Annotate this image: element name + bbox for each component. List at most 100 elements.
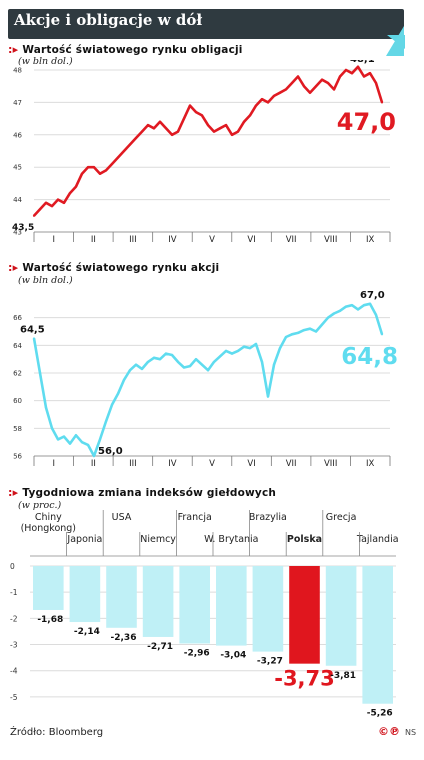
data-point bbox=[230, 352, 234, 355]
data-point bbox=[122, 378, 126, 382]
bar bbox=[362, 566, 393, 704]
data-point bbox=[152, 356, 156, 359]
bar bbox=[142, 566, 174, 637]
data-point bbox=[326, 316, 330, 319]
data-point bbox=[176, 360, 180, 364]
data-point bbox=[140, 367, 144, 370]
bar-value-label: -2,71 bbox=[147, 642, 173, 652]
data-point bbox=[296, 75, 300, 78]
x-tick-label: IV bbox=[168, 459, 177, 469]
peak-value-label: 48,1 bbox=[350, 60, 375, 65]
data-point bbox=[182, 366, 186, 369]
y-tick-label: -4 bbox=[10, 667, 18, 676]
bonds-section-title: :▸ Wartość światowego rynku obligacji bbox=[8, 43, 243, 56]
data-point bbox=[206, 369, 210, 372]
weekly-title: Tygodniowa zmiana indeksów giełdowych bbox=[22, 487, 277, 499]
data-point bbox=[146, 360, 150, 364]
bar-value-label: -3,81 bbox=[330, 671, 356, 681]
stocks-unit: (w bln dol.) bbox=[18, 275, 73, 286]
data-point bbox=[374, 313, 378, 316]
data-point bbox=[128, 143, 132, 146]
y-tick-label: 46 bbox=[13, 131, 22, 139]
data-point bbox=[158, 120, 162, 123]
stocks-title: Wartość światowego rynku akcji bbox=[22, 262, 220, 274]
data-point bbox=[104, 420, 108, 423]
author-initials: NS bbox=[405, 728, 417, 737]
weekly-section-title: :▸ Tygodniowa zmiana indeksów giełdowych bbox=[8, 486, 276, 499]
data-point bbox=[380, 333, 384, 336]
y-tick-label: -2 bbox=[10, 614, 18, 623]
source-note: Źródło: Bloomberg bbox=[10, 727, 104, 738]
x-tick-label: II bbox=[91, 235, 96, 245]
data-point bbox=[218, 355, 222, 358]
data-point bbox=[314, 330, 318, 333]
data-point bbox=[374, 81, 378, 85]
y-tick-label: 47 bbox=[13, 99, 22, 107]
bar bbox=[106, 566, 137, 628]
bar-value-label: -2,96 bbox=[184, 648, 210, 658]
data-point bbox=[140, 130, 144, 133]
data-point bbox=[86, 166, 90, 169]
category-label: Grecja bbox=[326, 512, 357, 523]
data-point bbox=[308, 91, 312, 94]
bar-value-label: -3,73 bbox=[274, 667, 335, 691]
data-point bbox=[350, 304, 354, 307]
bar bbox=[33, 566, 64, 610]
data-point bbox=[260, 98, 264, 101]
data-point bbox=[284, 335, 288, 339]
data-point bbox=[62, 201, 66, 204]
data-point bbox=[380, 101, 384, 104]
data-point bbox=[224, 349, 228, 352]
data-point bbox=[278, 347, 282, 350]
data-point bbox=[284, 88, 288, 91]
data-point bbox=[158, 358, 162, 361]
data-point bbox=[302, 329, 306, 332]
data-point bbox=[194, 111, 198, 114]
category-label: Niemcy bbox=[140, 534, 176, 545]
bar bbox=[69, 566, 101, 623]
y-tick-label: 58 bbox=[13, 425, 22, 433]
data-point bbox=[362, 304, 366, 307]
data-point bbox=[38, 208, 42, 211]
last-value-label: 47,0 bbox=[337, 108, 396, 136]
data-point bbox=[80, 172, 84, 175]
data-point bbox=[194, 358, 198, 361]
x-tick-label: IX bbox=[366, 459, 375, 469]
data-point bbox=[200, 363, 204, 366]
y-tick-label: 0 bbox=[10, 562, 15, 571]
last-value-label: 64,8 bbox=[341, 344, 398, 370]
page-title: Akcje i obligacje w dół bbox=[14, 11, 203, 29]
data-point bbox=[254, 104, 258, 107]
bonds-chart: 434445464748IIIIIIIVVVIVIIVIIIIX43,548,1… bbox=[12, 60, 396, 245]
data-point bbox=[104, 169, 108, 172]
x-tick-label: VIII bbox=[324, 235, 337, 245]
x-tick-label: VI bbox=[247, 459, 255, 469]
data-point bbox=[68, 442, 72, 445]
data-point bbox=[344, 305, 348, 308]
data-point bbox=[50, 427, 54, 430]
data-point bbox=[92, 166, 96, 169]
stocks-section-title: :▸ Wartość światowego rynku akcji bbox=[8, 261, 219, 274]
data-point bbox=[302, 85, 306, 88]
bar bbox=[179, 566, 210, 644]
data-point bbox=[200, 114, 204, 117]
y-tick-label: 44 bbox=[13, 196, 22, 204]
y-tick-label: -3 bbox=[10, 641, 18, 650]
data-point bbox=[224, 123, 228, 127]
bar bbox=[325, 566, 357, 666]
data-point bbox=[218, 127, 222, 130]
category-label: Francja bbox=[178, 512, 212, 523]
data-line bbox=[32, 302, 384, 458]
y-tick-label: -5 bbox=[10, 693, 18, 702]
data-point bbox=[248, 347, 252, 350]
bar bbox=[289, 566, 320, 664]
y-tick-label: 56 bbox=[13, 453, 22, 461]
data-point bbox=[296, 331, 300, 334]
data-point bbox=[320, 78, 324, 81]
data-point bbox=[32, 337, 36, 340]
data-point bbox=[122, 149, 126, 153]
data-point bbox=[254, 342, 258, 346]
data-point bbox=[272, 94, 276, 98]
data-point bbox=[326, 81, 330, 85]
